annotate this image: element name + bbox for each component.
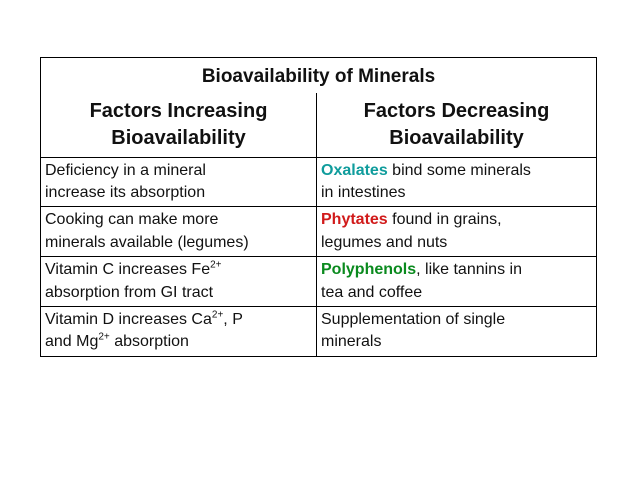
bioavailability-table: Bioavailability of Minerals Factors Incr… — [40, 56, 597, 357]
cell-line: in intestines — [321, 183, 406, 201]
superscript: 2+ — [210, 259, 222, 271]
decreasing-cell: Polyphenols, like tannins in tea and cof… — [316, 256, 597, 307]
cell-line: legumes and nuts — [321, 233, 448, 251]
decreasing-cell: Phytates found in grains, legumes and nu… — [316, 206, 597, 258]
decreasing-cell: Supplementation of single minerals — [316, 305, 597, 357]
cell-line: found in grains, — [387, 211, 502, 229]
increasing-cell: Vitamin C increases Fe2+ absorption from… — [40, 256, 317, 307]
cell-line: increase its absorption — [45, 183, 206, 201]
keyword-oxalates: Oxalates — [321, 161, 388, 179]
superscript: 2+ — [211, 309, 224, 321]
superscript: 2+ — [98, 332, 110, 343]
header-increasing: Factors Increasing Bioavailability — [40, 92, 317, 158]
cell-line: absorption — [109, 333, 189, 351]
keyword-phytates: Phytates — [321, 211, 388, 229]
table-row: Vitamin C increases Fe2+ absorption from… — [40, 256, 597, 307]
decreasing-cell: Oxalates bind some minerals in intestine… — [316, 156, 597, 208]
cell-line: Deficiency in a mineral — [45, 161, 206, 179]
header-increasing-line1: Factors Increasing — [89, 99, 268, 122]
cell-line: Supplementation of single — [321, 310, 506, 328]
cell-line: Vitamin C increases Fe — [45, 261, 211, 279]
cell-line: minerals — [321, 333, 382, 351]
header-decreasing-line2: Bioavailability — [389, 126, 524, 149]
cell-line: tea and coffee — [321, 283, 423, 301]
table-title: Bioavailability of Minerals — [40, 56, 597, 93]
header-decreasing-line1: Factors Decreasing — [363, 99, 550, 122]
increasing-cell: Cooking can make more minerals available… — [40, 206, 317, 258]
cell-line: Vitamin D increases Ca — [45, 310, 212, 328]
header-decreasing: Factors Decreasing Bioavailability — [316, 92, 597, 158]
cell-line: absorption from GI tract — [45, 283, 214, 301]
table-row: Deficiency in a mineral increase its abs… — [40, 156, 597, 208]
increasing-cell: Vitamin D increases Ca2+, P and Mg2+ abs… — [40, 305, 317, 357]
cell-line: Cooking can make more — [45, 211, 219, 229]
cell-line: , like tannins in — [416, 261, 522, 279]
cell-line: , P — [223, 310, 243, 328]
header-increasing-line2: Bioavailability — [111, 126, 246, 149]
keyword-polyphenols: Polyphenols — [321, 261, 417, 279]
cell-line: minerals available (legumes) — [45, 233, 249, 251]
cell-line: bind some minerals — [387, 161, 531, 179]
table-row: Cooking can make more minerals available… — [40, 206, 597, 258]
increasing-cell: Deficiency in a mineral increase its abs… — [40, 156, 317, 208]
table-row: Vitamin D increases Ca2+, P and Mg2+ abs… — [40, 305, 597, 357]
cell-line: and Mg — [45, 333, 99, 351]
